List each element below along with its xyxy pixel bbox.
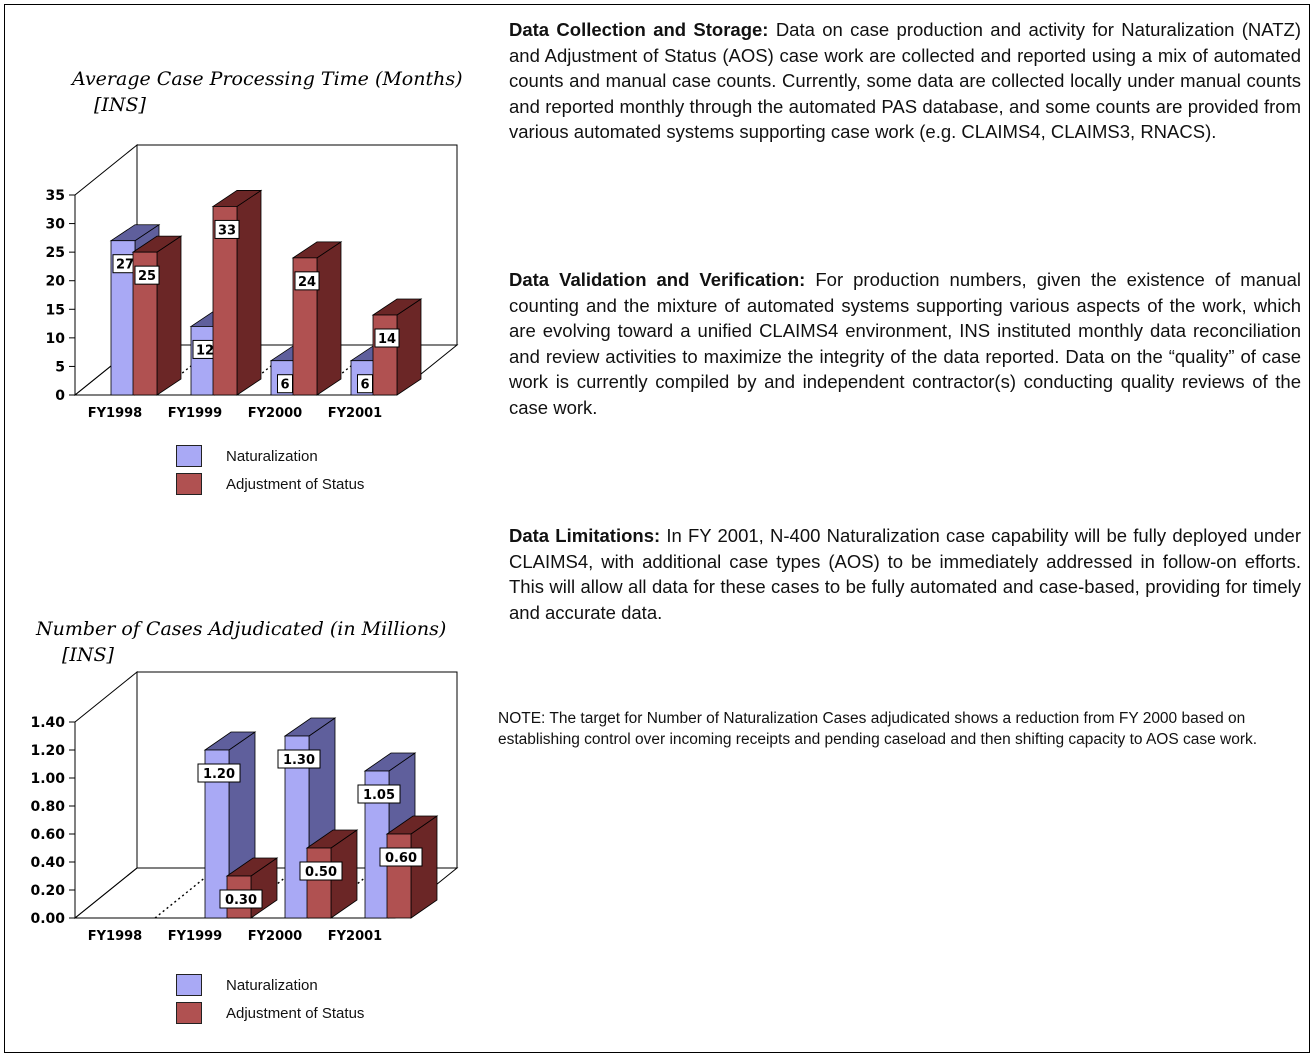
data-label: 24 [298, 275, 316, 290]
y-tick-label: 15 [46, 302, 65, 318]
chart1-legend: Naturalization Adjustment of Status [176, 442, 364, 498]
section-data-validation: Data Validation and Verification: For pr… [509, 267, 1301, 421]
y-tick-label: 5 [55, 359, 65, 375]
section-data-collection: Data Collection and Storage: Data on cas… [509, 17, 1301, 145]
y-tick-label: 0 [55, 388, 65, 404]
section-body: In FY 2001, N-400 Naturalization case ca… [509, 525, 1301, 623]
bar-adjustment-side [396, 298, 422, 396]
chart1-subtitle: [INS] [94, 94, 146, 116]
data-label: 6 [360, 378, 369, 393]
data-label: 33 [218, 223, 236, 238]
y-tick-label: 0.20 [30, 883, 65, 899]
legend-label: Adjustment of Status [226, 475, 365, 493]
data-label-box [294, 271, 320, 291]
legend-label: Adjustment of Status [226, 1004, 365, 1022]
x-tick-label: FY2001 [328, 406, 382, 421]
y-tick-label: 20 [46, 274, 66, 290]
legend-swatch-adjustment [176, 1002, 202, 1024]
section-body: Data on case production and activity for… [509, 19, 1301, 143]
data-label: 0.30 [225, 893, 257, 908]
note-text: NOTE: The target for Number of Naturaliz… [498, 710, 1258, 748]
x-tick-label: FY1999 [168, 406, 222, 421]
data-label: 12 [196, 343, 214, 358]
data-label: 0.60 [385, 851, 417, 866]
bar-adjustment-side [236, 189, 262, 396]
y-tick-label: 1.40 [30, 715, 65, 731]
data-label: 27 [116, 258, 134, 273]
data-label-box [357, 784, 401, 804]
bar-adjustment-side [316, 241, 342, 396]
data-label-box [379, 847, 423, 867]
section-body: For production numbers, given the existe… [509, 269, 1301, 418]
y-tick-label: 0.60 [30, 827, 65, 843]
chart2-title-text: Number of Cases Adjudicated (in Millions… [36, 618, 447, 640]
x-tick-label: FY1998 [88, 929, 142, 944]
section-heading: Data Collection and Storage: [509, 19, 769, 40]
data-label: 6 [280, 378, 289, 393]
chart1-processing-time: 0 5 10 15 20 25 30 35 FY1998 FY1999 FY2000 FY2001 27… [46, 143, 459, 421]
data-label-box [214, 219, 240, 239]
y-tick-label: 0.80 [30, 799, 65, 815]
y-tick-label: 0.40 [30, 855, 65, 871]
data-label-box [197, 763, 241, 783]
y-tick-label: 30 [46, 217, 66, 233]
bar-adjustment-side [156, 235, 182, 396]
x-tick-label: FY1999 [168, 929, 222, 944]
bar-adjustment [372, 314, 398, 396]
chart1-title: Average Case Processing Time (Months) [I… [72, 66, 463, 118]
section-data-limitations: Data Limitations: In FY 2001, N-400 Natu… [509, 523, 1301, 625]
legend-label: Naturalization [226, 447, 318, 465]
data-label: 14 [378, 332, 396, 347]
x-tick-label: FY2001 [328, 929, 382, 944]
x-tick-label: FY1998 [88, 406, 142, 421]
section-heading: Data Limitations: [509, 525, 661, 546]
data-label-box [277, 749, 321, 769]
y-tick-label: 10 [46, 331, 66, 347]
data-label-box [374, 328, 400, 348]
data-label-box [299, 861, 343, 881]
data-label-box [134, 265, 160, 285]
data-label-box [357, 374, 373, 394]
legend-swatch-naturalization [176, 974, 202, 996]
data-label: 1.20 [203, 767, 235, 782]
data-label: 1.05 [363, 788, 395, 803]
chart1-title-text: Average Case Processing Time (Months) [72, 68, 463, 90]
legend-label: Naturalization [226, 976, 318, 994]
section-heading: Data Validation and Verification: [509, 269, 806, 290]
bar-adjustment [386, 833, 412, 919]
legend-swatch-adjustment [176, 473, 202, 495]
x-tick-label: FY2000 [248, 406, 302, 421]
legend-item-naturalization: Naturalization [176, 442, 364, 470]
y-tick-label: 1.20 [30, 743, 65, 759]
bar-adjustment [306, 847, 332, 919]
page-frame [4, 4, 1310, 1053]
y-tick-label: 35 [46, 188, 65, 204]
legend-item-adjustment: Adjustment of Status [176, 999, 364, 1027]
left-wall [74, 670, 138, 920]
chart2-title: Number of Cases Adjudicated (in Millions… [36, 616, 446, 668]
legend-swatch-naturalization [176, 445, 202, 467]
bar-naturalization [190, 326, 216, 396]
legend-item-naturalization: Naturalization [176, 971, 364, 999]
data-label: 0.50 [305, 865, 337, 880]
y-tick-label: 1.00 [30, 771, 65, 787]
data-label: 25 [138, 269, 156, 284]
data-label-box [219, 889, 263, 909]
chart2-legend: Naturalization Adjustment of Status [176, 971, 364, 1027]
y-tick-label: 25 [46, 245, 65, 261]
legend-item-adjustment: Adjustment of Status [176, 470, 364, 498]
chart2-cases-adjudicated: 0.00 0.20 0.40 0.60 0.80 1.00 1.20 1.40 FY1998 FY… [30, 670, 459, 944]
y-tick-label: 0.00 [30, 911, 65, 927]
data-label: 1.30 [283, 753, 315, 768]
x-tick-label: FY2000 [248, 929, 302, 944]
data-label-box [277, 374, 293, 394]
chart2-subtitle: [INS] [62, 644, 114, 666]
